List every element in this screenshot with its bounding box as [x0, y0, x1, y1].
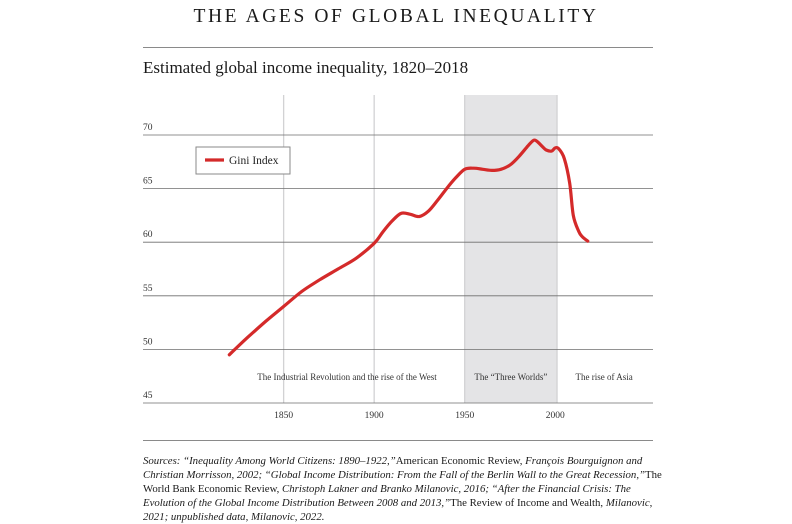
y-tick-label: 65 — [143, 177, 153, 187]
y-tick-label: 60 — [143, 230, 153, 240]
legend-label: Gini Index — [229, 155, 279, 167]
x-tick-label: 1900 — [365, 411, 384, 421]
source-journal: American Economic Review, — [395, 455, 523, 467]
source-journal: The Review of Income and Wealth, — [450, 497, 604, 509]
chart-subtitle: Estimated global income inequality, 1820… — [143, 58, 469, 77]
title-divider — [143, 47, 653, 48]
era-annotation: The “Three Worlds” — [474, 372, 547, 382]
source-citation: Milanovic, 2021; unpublished data, Milan… — [143, 497, 653, 523]
y-tick-label: 55 — [143, 284, 153, 294]
y-tick-label: 70 — [143, 123, 153, 133]
source-citation: Christoph Lakner and Branko Milanovic, 2… — [143, 483, 631, 509]
y-tick-label: 50 — [143, 337, 153, 347]
gini-chart: 45 50 55 60 65 70 1850 1900 1950 2000 The Industri… — [143, 95, 653, 421]
era-annotation: The Industrial Revolution and the rise o… — [257, 372, 437, 382]
shaded-region-three-worlds — [464, 95, 558, 403]
source-journal: The World Bank Economic Review, — [143, 469, 662, 495]
series-line-gini-index — [227, 138, 590, 357]
source-citation: Sources: “Inequality Among World Citizen… — [143, 455, 396, 467]
legend: Gini Index — [195, 146, 291, 175]
page-title: THE AGES OF GLOBAL INEQUALITY — [193, 6, 599, 27]
y-tick-label: 45 — [143, 391, 153, 401]
source-citation: François Bourguignon and Christian Morri… — [143, 455, 646, 481]
x-tick-label: 1950 — [455, 411, 474, 421]
x-tick-label: 2000 — [546, 411, 565, 421]
x-tick-label: 1850 — [274, 411, 293, 421]
sources-note: Sources: “Inequality Among World Citizen… — [143, 454, 663, 524]
sources-divider — [143, 440, 653, 441]
era-annotation: The rise of Asia — [575, 372, 632, 382]
